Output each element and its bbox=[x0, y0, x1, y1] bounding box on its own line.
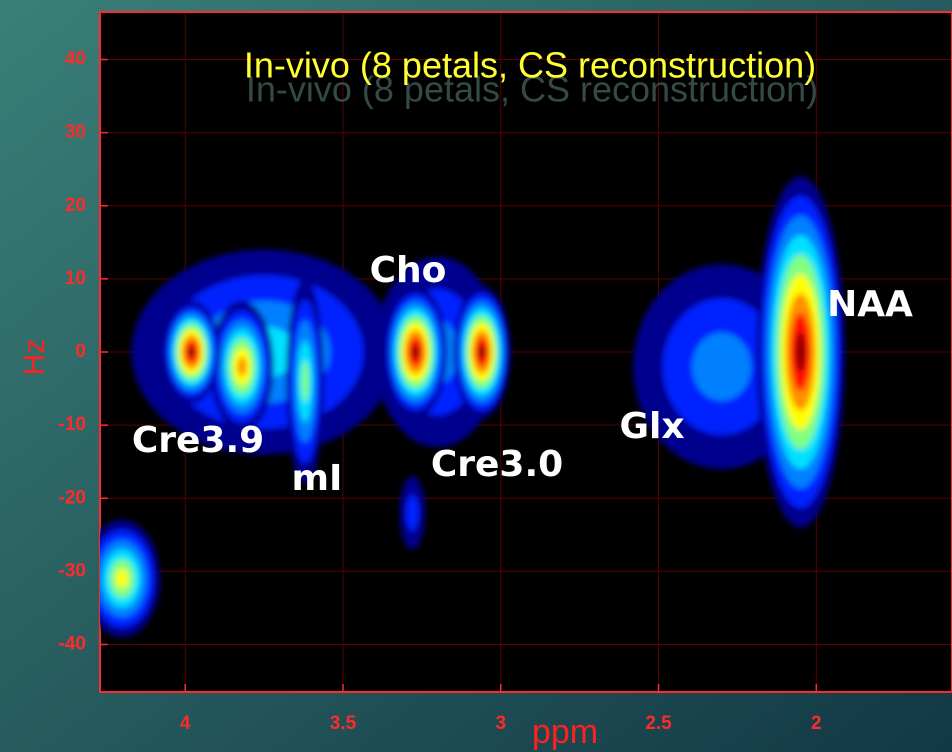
x-tick-label: 3.5 bbox=[330, 713, 357, 734]
y-tick-label: -40 bbox=[59, 633, 86, 654]
y-tick-label: 20 bbox=[65, 195, 86, 216]
peak-label: Cre3.0 bbox=[431, 444, 563, 485]
contours bbox=[100, 176, 845, 638]
x-tick-label: 2 bbox=[811, 713, 822, 734]
labels: 4 3.5 3 2.5 2 40 30 20 10 0 -10 -20 -30 -40 Cre3.9 mI Ch… bbox=[59, 49, 914, 734]
y-tick-label: -20 bbox=[59, 487, 86, 508]
y-tick-label: 0 bbox=[75, 341, 86, 362]
y-tick-label: -10 bbox=[59, 414, 86, 435]
peak-label: Cho bbox=[370, 250, 447, 291]
peak-label: Cre3.9 bbox=[132, 420, 264, 461]
peak-label: NAA bbox=[827, 284, 913, 325]
contour-level bbox=[406, 494, 419, 532]
y-tick-label: 40 bbox=[65, 49, 86, 70]
contour-level bbox=[692, 332, 752, 401]
x-tick-label: 2.5 bbox=[645, 713, 672, 734]
contour-level bbox=[478, 344, 485, 360]
peak-label: Glx bbox=[619, 406, 684, 447]
y-tick-label: 30 bbox=[65, 122, 86, 143]
chart-title: In-vivo (8 petals, CS reconstruction) bbox=[244, 45, 816, 86]
plot-frame bbox=[99, 11, 952, 693]
y-tick-label: 10 bbox=[65, 268, 86, 289]
y-axis-label: Hz bbox=[18, 339, 51, 376]
contour-level bbox=[412, 344, 420, 360]
x-tick-label: 4 bbox=[180, 713, 191, 734]
peak-label: mI bbox=[292, 458, 343, 499]
contour-level bbox=[188, 346, 195, 358]
x-axis-label: ppm bbox=[532, 713, 598, 751]
x-tick-label: 3 bbox=[495, 713, 506, 734]
y-tick-label: -30 bbox=[59, 560, 86, 581]
contour-level bbox=[237, 357, 247, 377]
contour-level bbox=[795, 332, 806, 372]
contour-level bbox=[301, 360, 309, 402]
title-shadow: In-vivo (8 petals, CS reconstruction) bbox=[246, 69, 818, 110]
contour-level bbox=[115, 568, 129, 589]
